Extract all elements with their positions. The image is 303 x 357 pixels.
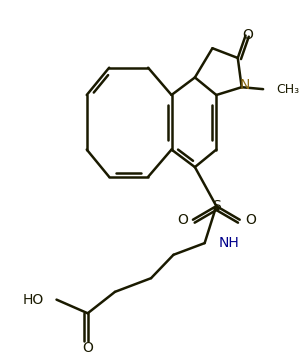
- Text: O: O: [177, 213, 188, 227]
- Text: O: O: [245, 213, 256, 227]
- Text: S: S: [212, 199, 221, 213]
- Text: O: O: [82, 341, 93, 355]
- Text: CH₃: CH₃: [277, 82, 300, 96]
- Text: O: O: [242, 27, 253, 41]
- Text: NH: NH: [218, 236, 239, 250]
- Text: HO: HO: [23, 293, 44, 307]
- Text: N: N: [239, 78, 250, 92]
